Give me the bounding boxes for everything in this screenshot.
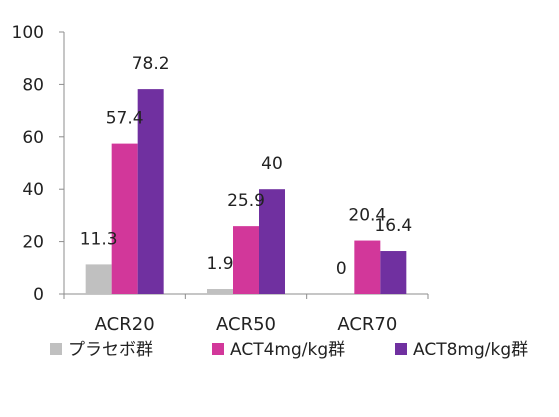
legend-label: ACT8mg/kg群 (413, 340, 528, 360)
y-tick-label: 80 (22, 75, 44, 95)
data-label: 25.9 (227, 191, 265, 211)
bar (259, 189, 285, 294)
data-label: 11.3 (80, 229, 118, 249)
legend-swatch (395, 343, 407, 355)
data-label: 78.2 (132, 54, 170, 74)
bar (380, 251, 407, 294)
bar (207, 289, 233, 294)
y-tick-label: 60 (22, 128, 44, 148)
bar (111, 143, 138, 294)
category-label: ACR70 (337, 314, 397, 335)
data-label: 40 (261, 154, 283, 174)
y-tick-label: 40 (22, 180, 44, 200)
y-tick-label: 20 (22, 233, 44, 253)
data-label: 20.4 (348, 206, 386, 226)
legend-label: プラセボ群 (68, 340, 153, 360)
data-label: 0 (336, 259, 347, 279)
data-labels: 11.3 57.4 78.2 1.9 25.9 40 0 20.416.4 (80, 54, 413, 279)
y-tick-label: 0 (33, 285, 44, 305)
bar (85, 264, 112, 294)
data-label: 1.9 (206, 254, 233, 274)
bars (85, 89, 407, 294)
category-label: ACR50 (216, 314, 276, 335)
axes: 0 20 40 60 80 100 ACR20 ACR50 ACR70 (12, 23, 429, 335)
category-label: ACR20 (95, 314, 155, 335)
data-label: 16.4 (374, 216, 412, 236)
bar (233, 226, 259, 294)
legend-label: ACT4mg/kg群 (230, 340, 345, 360)
legend-swatch (212, 343, 224, 355)
legend: プラセボ群 ACT4mg/kg群 ACT8mg/kg群 (50, 340, 528, 360)
bar (137, 89, 164, 294)
bar (354, 240, 381, 294)
legend-swatch (50, 343, 62, 355)
y-tick-label: 100 (12, 23, 44, 43)
data-label: 57.4 (106, 109, 144, 129)
